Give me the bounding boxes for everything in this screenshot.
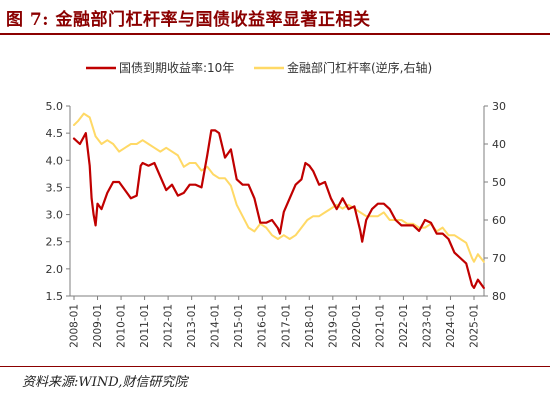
x-tick-label: 2012-01 xyxy=(163,304,175,348)
x-tick-label: 2008-01 xyxy=(69,304,81,348)
chart-legend: 国债到期收益率:10年 金融部门杠杆率(逆序,右轴) xyxy=(86,60,432,75)
series-line-yield xyxy=(72,129,485,289)
legend-label-leverage: 金融部门杠杆率(逆序,右轴) xyxy=(287,60,432,75)
y-right-tick-label: 30 xyxy=(492,100,506,113)
source-note: 资料来源:WIND,财信研究院 xyxy=(22,375,188,390)
x-tick-label: 2013-01 xyxy=(186,304,198,348)
y-left-tick-label: 3.5 xyxy=(46,181,64,194)
x-tick-label: 2011-01 xyxy=(139,304,151,348)
x-tick-label: 2017-01 xyxy=(280,304,292,348)
y-right-tick-label: 70 xyxy=(492,252,506,265)
y-left-tick-label: 2.0 xyxy=(46,263,64,276)
y-left-tick-label: 4.5 xyxy=(46,127,64,140)
x-tick-label: 2024-01 xyxy=(445,304,457,348)
x-tick-label: 2016-01 xyxy=(257,304,269,348)
x-tick-label: 2021-01 xyxy=(374,304,386,348)
figure-title-bar: 图 7: 金融部门杠杆率与国债收益率显著正相关 xyxy=(0,0,550,35)
figure-title: 图 7: 金融部门杠杆率与国债收益率显著正相关 xyxy=(6,10,371,30)
y-left-tick-label: 3.0 xyxy=(46,209,64,222)
x-tick-label: 2023-01 xyxy=(421,304,433,348)
y-left-tick-label: 1.5 xyxy=(46,290,64,303)
x-tick-label: 2022-01 xyxy=(398,304,410,348)
y-right-tick-label: 40 xyxy=(492,138,506,151)
x-tick-label: 2009-01 xyxy=(92,304,104,348)
x-tick-label: 2025-01 xyxy=(469,304,481,348)
y-right-tick-label: 60 xyxy=(492,214,506,227)
chart-axes: 1.5 2.0 2.5 3.0 3.5 4.0 4.5 5.0 30 40 50 60 70 80 2008… xyxy=(46,100,507,348)
chart-canvas: 国债到期收益率:10年 金融部门杠杆率(逆序,右轴) 1.5 2.0 2.5 3.0 3… xyxy=(46,60,507,348)
x-tick-label: 2019-01 xyxy=(327,304,339,348)
y-left-tick-label: 2.5 xyxy=(46,236,64,249)
x-tick-label: 2014-01 xyxy=(210,304,222,348)
x-tick-label: 2010-01 xyxy=(116,304,128,348)
y-left-tick-label: 5.0 xyxy=(46,100,64,113)
x-tick-label: 2015-01 xyxy=(233,304,245,348)
y-right-tick-label: 50 xyxy=(492,176,506,189)
x-tick-label: 2018-01 xyxy=(304,304,316,348)
source-rule xyxy=(0,366,550,367)
chart-series xyxy=(72,112,485,289)
title-underline xyxy=(0,33,550,35)
series-line-leverage xyxy=(73,112,485,263)
y-left-tick-label: 4.0 xyxy=(46,154,64,167)
x-tick-label: 2020-01 xyxy=(351,304,363,348)
y-right-tick-label: 80 xyxy=(492,290,506,303)
legend-label-yield: 国债到期收益率:10年 xyxy=(119,60,234,75)
